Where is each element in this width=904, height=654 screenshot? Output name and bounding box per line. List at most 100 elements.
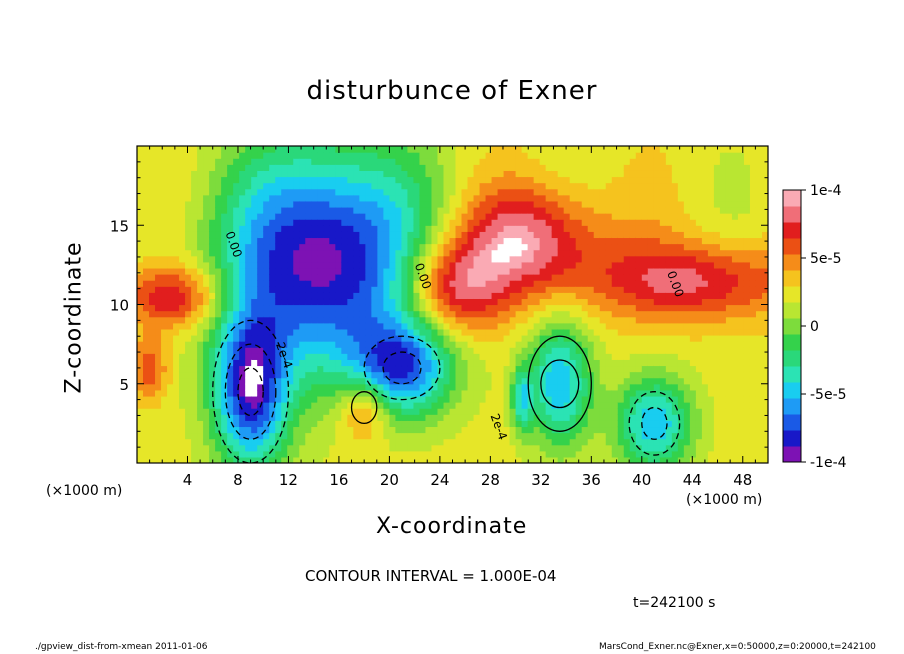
heatmap-cell	[485, 334, 493, 342]
heatmap-cell	[383, 371, 390, 379]
heatmap-cell	[323, 170, 330, 178]
heatmap-cell	[317, 231, 324, 239]
heatmap-cell	[401, 237, 409, 245]
heatmap-cell	[509, 255, 517, 263]
heatmap-cell	[167, 420, 174, 428]
heatmap-cell	[701, 286, 709, 293]
heatmap-cell	[287, 334, 294, 342]
heatmap-cell	[155, 206, 162, 214]
heatmap-cell	[329, 316, 336, 324]
heatmap-cell	[251, 182, 258, 190]
heatmap-cell	[581, 444, 589, 452]
heatmap-cell	[533, 225, 541, 232]
heatmap-cell	[197, 444, 204, 452]
heatmap-cell	[155, 402, 162, 409]
heatmap-cell	[299, 456, 306, 463]
heatmap-cell	[443, 292, 451, 300]
heatmap-cell	[641, 213, 649, 220]
heatmap-cell	[503, 450, 511, 458]
heatmap-cell	[287, 249, 294, 257]
heatmap-cell	[431, 213, 439, 220]
heatmap-cell	[473, 444, 481, 452]
heatmap-cell	[275, 200, 282, 208]
heatmap-cell	[305, 243, 312, 251]
heatmap-cell	[455, 231, 463, 239]
heatmap-cell	[407, 426, 415, 434]
heatmap-cell	[671, 267, 679, 275]
heatmap-cell	[263, 249, 270, 257]
heatmap-cell	[467, 188, 475, 196]
heatmap-cell	[173, 237, 180, 245]
heatmap-cell	[689, 304, 697, 312]
heatmap-cell	[425, 219, 433, 226]
heatmap-cell	[479, 267, 487, 275]
heatmap-cell	[623, 316, 631, 324]
heatmap-cell	[503, 414, 511, 421]
heatmap-cell	[629, 408, 637, 415]
heatmap-cell	[443, 328, 451, 336]
heatmap-cell	[629, 213, 637, 220]
heatmap-cell	[605, 316, 613, 324]
heatmap-cell	[167, 328, 174, 336]
heatmap-cell	[599, 152, 607, 159]
heatmap-cell	[473, 450, 481, 458]
heatmap-cell	[227, 243, 234, 251]
heatmap-cell	[203, 383, 210, 391]
heatmap-cell	[563, 365, 571, 373]
heatmap-cell	[431, 200, 439, 208]
heatmap-cell	[695, 292, 703, 300]
heatmap-cell	[707, 408, 715, 415]
heatmap-cell	[467, 322, 475, 330]
heatmap-cell	[275, 359, 282, 367]
heatmap-cell	[701, 414, 709, 421]
heatmap-cell	[671, 194, 679, 202]
heatmap-cell	[539, 188, 547, 196]
heatmap-cell	[467, 237, 475, 245]
heatmap-cell	[191, 347, 198, 354]
heatmap-cell	[197, 450, 204, 458]
heatmap-cell	[575, 365, 583, 373]
heatmap-cell	[473, 334, 481, 342]
heatmap-cell	[413, 304, 421, 312]
heatmap-cell	[305, 182, 312, 190]
heatmap-cell	[215, 267, 222, 275]
heatmap-cell	[431, 450, 439, 458]
heatmap-cell	[587, 225, 595, 232]
heatmap-cell	[335, 438, 342, 446]
heatmap-cell	[143, 194, 150, 202]
heatmap-cell	[653, 237, 661, 245]
heatmap-cell	[299, 371, 306, 379]
heatmap-cell	[563, 304, 571, 312]
heatmap-cell	[653, 188, 661, 196]
heatmap-cell	[689, 267, 697, 275]
heatmap-cell	[161, 371, 168, 379]
heatmap-cell	[281, 188, 288, 196]
heatmap-cell	[275, 383, 282, 391]
heatmap-cell	[521, 353, 529, 360]
heatmap-cell	[569, 176, 577, 184]
heatmap-cell	[305, 353, 312, 360]
heatmap-cell	[425, 298, 433, 306]
heatmap-cell	[209, 414, 216, 421]
heatmap-cell	[245, 456, 252, 463]
heatmap-cell	[575, 243, 583, 251]
heatmap-cell	[335, 249, 342, 257]
heatmap-cell	[617, 298, 625, 306]
heatmap-cell	[407, 255, 415, 263]
heatmap-cell	[557, 292, 565, 300]
heatmap-cell	[227, 420, 234, 428]
heatmap-cell	[137, 176, 144, 184]
heatmap-cell	[209, 316, 216, 324]
heatmap-cell	[629, 444, 637, 452]
heatmap-cell	[377, 377, 384, 385]
heatmap-cell	[233, 322, 240, 330]
heatmap-cell	[167, 316, 174, 324]
heatmap-cell	[503, 249, 511, 257]
heatmap-cell	[449, 280, 457, 287]
heatmap-cell	[695, 359, 703, 367]
heatmap-cell	[185, 432, 192, 440]
heatmap-cell	[569, 267, 577, 275]
heatmap-cell	[629, 170, 637, 178]
heatmap-cell	[263, 164, 270, 171]
heatmap-cell	[545, 383, 553, 391]
